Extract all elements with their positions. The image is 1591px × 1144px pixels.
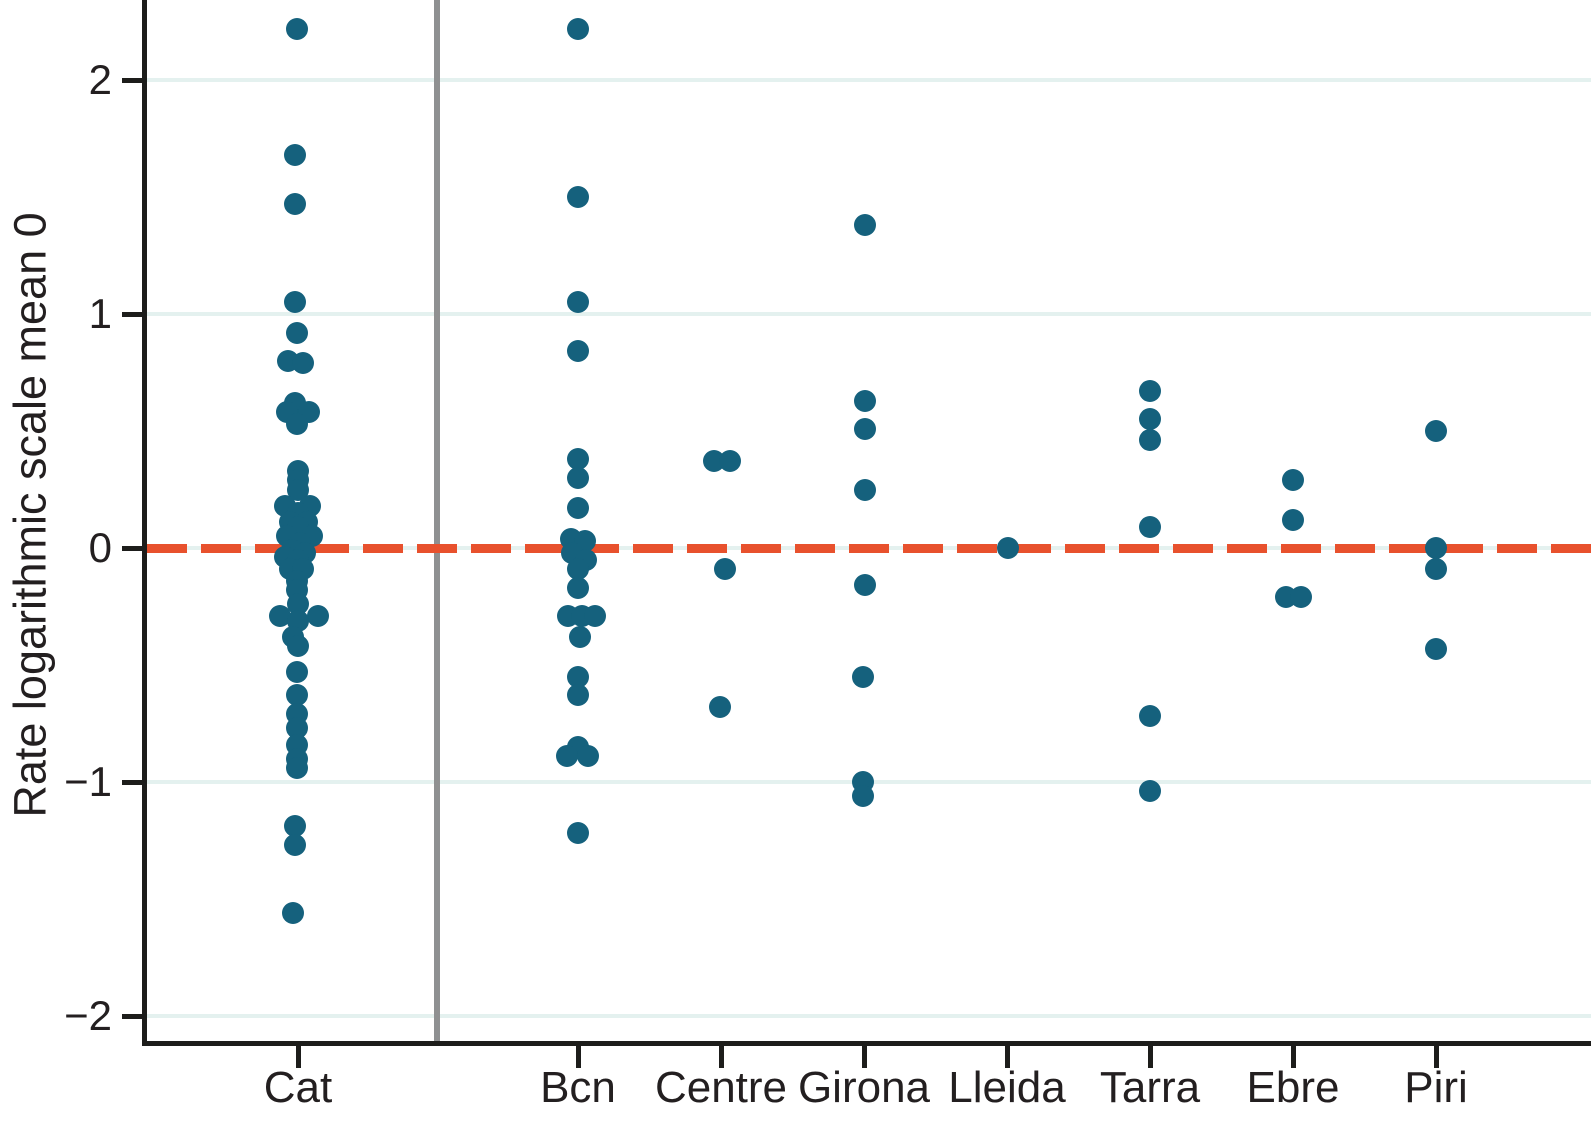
grid-line (147, 78, 1591, 82)
data-point (852, 665, 874, 688)
data-point (719, 450, 741, 473)
x-axis-tick (1148, 1046, 1153, 1068)
data-point (287, 635, 309, 658)
x-axis-tick (1291, 1046, 1296, 1068)
data-point (284, 193, 306, 216)
y-axis-tick (122, 780, 147, 785)
y-axis-tick (122, 78, 147, 83)
grid-line (147, 312, 1591, 316)
y-tick-label: −1 (64, 758, 112, 805)
y-tick-label: 0 (88, 524, 112, 571)
data-point (567, 665, 589, 688)
x-axis-tick (719, 1046, 724, 1068)
x-category-label: Lleida (948, 1063, 1066, 1112)
data-point (584, 604, 606, 627)
x-category-label: Bcn (540, 1063, 616, 1112)
data-point (287, 478, 309, 501)
data-point (1139, 515, 1161, 538)
data-point (286, 684, 308, 707)
data-point (567, 17, 589, 40)
y-axis-tick (122, 312, 147, 317)
x-category-label: Tarra (1099, 1063, 1201, 1112)
grid-line (147, 1014, 1591, 1018)
data-point (709, 696, 731, 719)
data-point (567, 822, 589, 845)
data-point (997, 537, 1019, 559)
data-point (1425, 558, 1447, 581)
data-point (714, 558, 736, 581)
y-axis-tick (122, 546, 147, 551)
y-tick-label: 1 (88, 290, 112, 337)
data-point (286, 17, 308, 40)
data-point (269, 604, 291, 627)
x-category-label: Ebre (1246, 1063, 1340, 1112)
data-point (1425, 537, 1447, 559)
x-axis-line (142, 1041, 1591, 1046)
reference-line (147, 544, 1591, 553)
data-point (286, 321, 308, 344)
x-axis-tick (576, 1046, 581, 1068)
data-point (287, 593, 309, 616)
data-point (1139, 429, 1161, 452)
data-point (567, 186, 589, 208)
x-category-label: Piri (1404, 1063, 1468, 1112)
data-point (854, 478, 876, 501)
data-point (569, 625, 591, 648)
data-point (286, 717, 308, 740)
data-point (567, 448, 589, 471)
data-point (286, 412, 308, 435)
data-point (1139, 705, 1161, 728)
y-tick-label: 2 (88, 56, 112, 103)
y-tick-label: −2 (64, 992, 112, 1039)
data-point (1425, 637, 1447, 660)
data-point (854, 389, 876, 412)
data-point (284, 143, 306, 166)
data-point (567, 466, 589, 489)
data-point (282, 902, 304, 925)
data-point (1290, 586, 1312, 609)
data-point (567, 576, 589, 599)
data-point (1139, 380, 1161, 403)
data-point (567, 340, 589, 363)
x-category-label: Centre (654, 1063, 788, 1112)
data-point (567, 684, 589, 707)
x-category-label: Girona (797, 1063, 931, 1112)
y-axis-line (142, 0, 147, 1046)
data-point (1282, 508, 1304, 531)
x-axis-tick (296, 1046, 301, 1068)
data-point (284, 834, 306, 857)
data-point (556, 745, 578, 768)
data-point (567, 497, 589, 520)
data-point (307, 604, 329, 627)
x-category-label: Cat (263, 1063, 333, 1112)
data-point (854, 574, 876, 597)
data-point (284, 291, 306, 314)
x-axis-tick (862, 1046, 867, 1068)
x-axis-tick (1005, 1046, 1010, 1068)
data-point (284, 815, 306, 838)
data-point (286, 756, 308, 779)
data-point (1425, 420, 1447, 442)
data-point (577, 745, 599, 768)
data-point (567, 291, 589, 314)
data-point (854, 417, 876, 440)
separator-line (434, 0, 440, 1041)
data-point (567, 558, 589, 581)
data-point (286, 661, 308, 684)
x-axis-tick (1434, 1046, 1439, 1068)
data-point (1139, 780, 1161, 803)
y-axis-tick (122, 1014, 147, 1019)
data-point (854, 214, 876, 237)
data-point (1282, 469, 1304, 492)
data-point (852, 785, 874, 808)
data-point (292, 352, 314, 375)
data-point (1139, 408, 1161, 431)
